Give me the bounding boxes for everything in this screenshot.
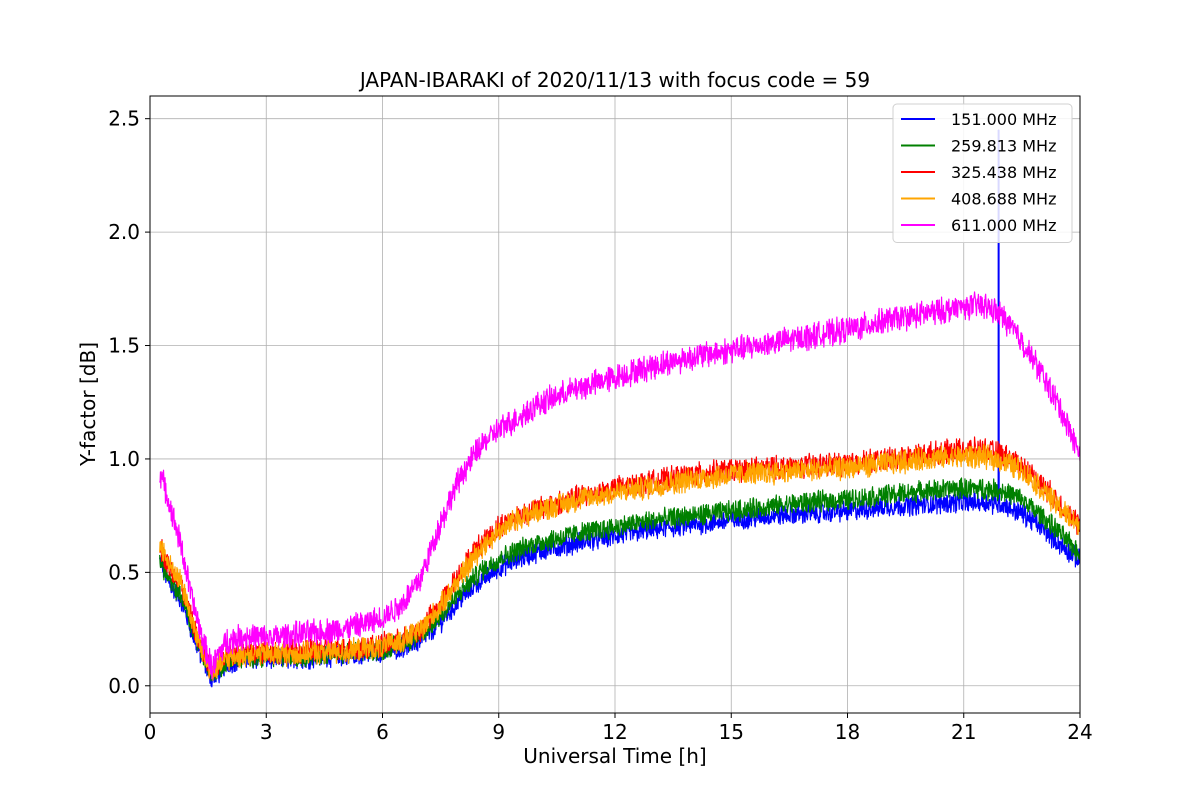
legend-label-408-688-mhz: 408.688 MHz <box>951 190 1056 209</box>
x-tick-label: 24 <box>1067 720 1092 744</box>
x-tick-label: 21 <box>951 720 976 744</box>
y-tick-label: 2.5 <box>108 107 140 131</box>
legend-label-325-438-mhz: 325.438 MHz <box>951 163 1056 182</box>
chart-title: JAPAN-IBARAKI of 2020/11/13 with focus c… <box>358 68 870 92</box>
x-tick-label: 18 <box>835 720 860 744</box>
x-axis-label: Universal Time [h] <box>523 744 706 768</box>
legend-label-611-000-mhz: 611.000 MHz <box>951 216 1056 235</box>
y-tick-label: 0.5 <box>108 560 140 584</box>
legend-label-259-813-mhz: 259.813 MHz <box>951 137 1056 156</box>
plot-area <box>159 129 1080 688</box>
y-axis: 0.0 0.5 1.0 1.5 2.0 2.5 <box>108 107 150 698</box>
legend: 151.000 MHz 259.813 MHz 325.438 MHz 408.688… <box>892 103 1073 243</box>
y-tick-label: 1.0 <box>108 447 140 471</box>
x-tick-label: 12 <box>602 720 627 744</box>
x-tick-label: 3 <box>260 720 273 744</box>
x-axis: 0 3 6 9 12 15 18 21 24 <box>144 713 1093 744</box>
series-layer <box>159 129 1080 688</box>
x-tick-label: 6 <box>376 720 389 744</box>
series-line-408-688-mhz <box>159 443 1080 682</box>
x-tick-label: 15 <box>719 720 744 744</box>
y-axis-label: Y-factor [dB] <box>76 342 100 467</box>
y-tick-label: 2.0 <box>108 220 140 244</box>
x-tick-label: 0 <box>144 720 157 744</box>
legend-label-151-000-mhz: 151.000 MHz <box>951 110 1056 129</box>
x-tick-label: 9 <box>492 720 505 744</box>
y-tick-label: 1.5 <box>108 334 140 358</box>
series-line-611-000-mhz <box>159 291 1080 680</box>
legend-box <box>892 103 1073 243</box>
y-tick-label: 0.0 <box>108 674 140 698</box>
series-line-325-438-mhz <box>159 436 1080 679</box>
